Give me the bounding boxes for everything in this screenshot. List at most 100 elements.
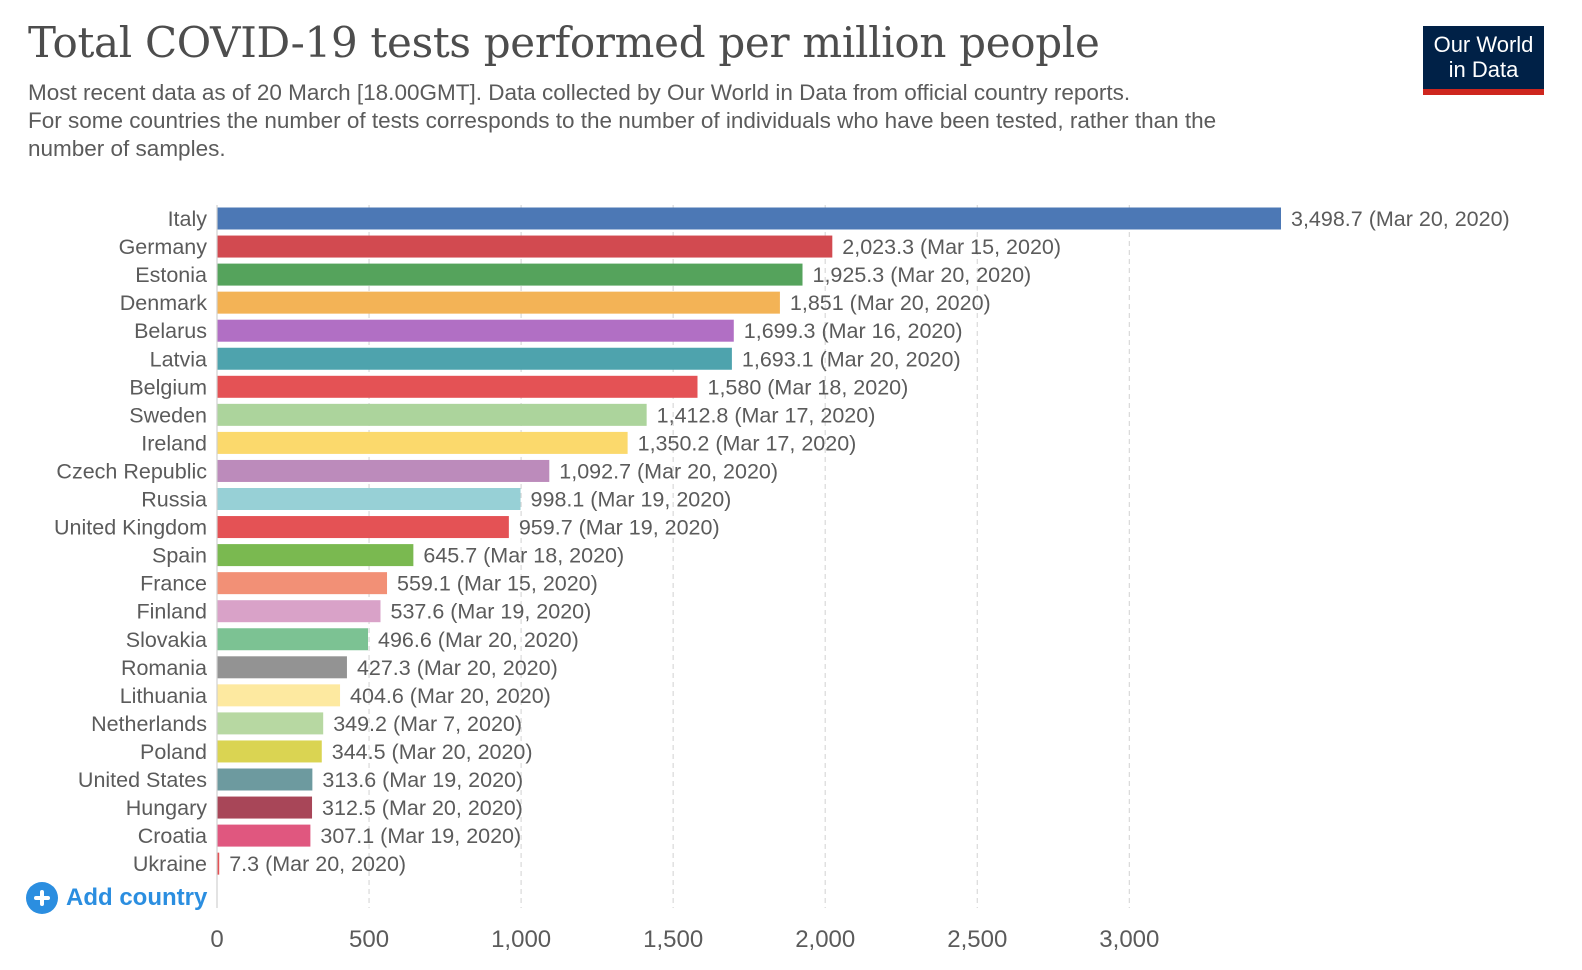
bar[interactable]: [217, 375, 698, 398]
category-label: Russia: [141, 488, 207, 512]
bar[interactable]: [217, 235, 833, 258]
value-label: 559.1 (Mar 15, 2020): [397, 572, 598, 596]
bar[interactable]: [217, 516, 509, 539]
value-label: 344.5 (Mar 20, 2020): [332, 740, 533, 764]
category-label: France: [140, 572, 207, 596]
category-label: United States: [78, 768, 207, 792]
value-label: 998.1 (Mar 19, 2020): [531, 488, 732, 512]
bar[interactable]: [217, 740, 322, 763]
x-tick-label: 500: [349, 926, 389, 953]
bar-row: Belgium 1,580 (Mar 18, 2020): [129, 375, 908, 399]
bar[interactable]: [217, 459, 550, 482]
add-country-label: Add country: [66, 884, 208, 911]
bar[interactable]: [217, 656, 347, 679]
value-label: 1,092.7 (Mar 20, 2020): [559, 459, 778, 483]
category-label: Ukraine: [133, 852, 207, 876]
bars: Italy 3,498.7 (Mar 20, 2020) Germany 2,023.…: [54, 207, 1510, 876]
bar[interactable]: [217, 263, 803, 286]
bar-row: Russia 998.1 (Mar 19, 2020): [141, 488, 731, 512]
bar-row: Ukraine 7.3 (Mar 20, 2020): [133, 852, 406, 876]
value-label: 496.6 (Mar 20, 2020): [378, 628, 579, 652]
value-label: 1,693.1 (Mar 20, 2020): [742, 347, 961, 371]
bar[interactable]: [217, 572, 388, 595]
value-label: 427.3 (Mar 20, 2020): [357, 656, 558, 680]
x-tick-label: 0: [210, 926, 223, 953]
add-country-button[interactable]: Add country: [26, 881, 207, 915]
bar[interactable]: [217, 684, 341, 707]
x-tick-label: 1,000: [491, 926, 551, 953]
x-tick-label: 3,000: [1099, 926, 1159, 953]
value-label: 1,412.8 (Mar 17, 2020): [657, 403, 876, 427]
category-label: Poland: [140, 740, 207, 764]
value-label: 1,699.3 (Mar 16, 2020): [744, 319, 963, 343]
category-label: Sweden: [129, 403, 207, 427]
bar-row: United States 313.6 (Mar 19, 2020): [78, 768, 523, 792]
category-label: Croatia: [138, 824, 207, 848]
bar[interactable]: [217, 600, 381, 623]
x-tick-label: 1,500: [643, 926, 703, 953]
bar[interactable]: [217, 403, 647, 426]
logo-line-2: in Data: [1448, 57, 1519, 82]
chart-subtitle: Most recent data as of 20 March [18.00GM…: [28, 79, 1398, 163]
x-tick-label: 2,500: [947, 926, 1007, 953]
bar[interactable]: [217, 824, 311, 847]
bar-row: Belarus 1,699.3 (Mar 16, 2020): [134, 319, 962, 343]
bar-row: Lithuania 404.6 (Mar 20, 2020): [120, 684, 551, 708]
bar[interactable]: [217, 544, 414, 567]
value-label: 313.6 (Mar 19, 2020): [322, 768, 523, 792]
category-label: Italy: [168, 207, 208, 231]
bar-row: Ireland 1,350.2 (Mar 17, 2020): [141, 431, 856, 455]
value-label: 312.5 (Mar 20, 2020): [322, 796, 523, 820]
subtitle-line: Most recent data as of 20 March [18.00GM…: [28, 80, 1131, 105]
bar[interactable]: [217, 319, 734, 342]
bar[interactable]: [217, 291, 780, 314]
category-label: Latvia: [150, 347, 207, 371]
value-label: 349.2 (Mar 7, 2020): [333, 712, 522, 736]
category-label: Spain: [152, 544, 207, 568]
bar[interactable]: [217, 488, 521, 510]
bar[interactable]: [217, 431, 628, 454]
subtitle-line: number of samples.: [28, 136, 226, 161]
plus-circle-icon: [26, 882, 58, 914]
bar[interactable]: [217, 628, 369, 651]
bar-row: Poland 344.5 (Mar 20, 2020): [140, 740, 533, 764]
category-label: Belgium: [129, 375, 207, 399]
our-world-in-data-logo[interactable]: Our World in Data: [1423, 26, 1544, 95]
bar-row: Denmark 1,851 (Mar 20, 2020): [120, 291, 991, 315]
value-label: 307.1 (Mar 19, 2020): [320, 824, 521, 848]
x-axis: 0 500 1,000 1,500 2,000 2,500 3,000: [210, 205, 1159, 953]
value-label: 7.3 (Mar 20, 2020): [229, 852, 406, 876]
category-label: Germany: [119, 235, 208, 259]
category-label: Finland: [136, 600, 207, 624]
bar-row: Slovakia 496.6 (Mar 20, 2020): [126, 628, 579, 652]
bar[interactable]: [217, 347, 732, 370]
bar-row: Estonia 1,925.3 (Mar 20, 2020): [135, 263, 1031, 287]
value-label: 1,851 (Mar 20, 2020): [790, 291, 991, 315]
value-label: 2,023.3 (Mar 15, 2020): [842, 235, 1061, 259]
category-label: Netherlands: [91, 712, 207, 736]
bar[interactable]: [217, 768, 313, 791]
category-label: Ireland: [141, 431, 207, 455]
bar-row: Croatia 307.1 (Mar 19, 2020): [138, 824, 522, 848]
bar-row: Czech Republic 1,092.7 (Mar 20, 2020): [56, 459, 778, 483]
bar-row: Latvia 1,693.1 (Mar 20, 2020): [150, 347, 961, 371]
x-tick-label: 2,000: [795, 926, 855, 953]
bar-row: Spain 645.7 (Mar 18, 2020): [152, 544, 624, 568]
category-label: Lithuania: [120, 684, 207, 708]
logo-line-1: Our World: [1433, 32, 1534, 57]
value-label: 1,580 (Mar 18, 2020): [707, 375, 908, 399]
bar-row: Finland 537.6 (Mar 19, 2020): [136, 600, 591, 624]
bar-row: Hungary 312.5 (Mar 20, 2020): [126, 796, 523, 820]
bar[interactable]: [217, 796, 313, 819]
bar[interactable]: [217, 712, 324, 735]
bar[interactable]: [217, 852, 220, 875]
bar-row: United Kingdom 959.7 (Mar 19, 2020): [54, 516, 720, 540]
bar-row: France 559.1 (Mar 15, 2020): [140, 572, 598, 596]
value-label: 3,498.7 (Mar 20, 2020): [1291, 207, 1510, 231]
bar[interactable]: [217, 207, 1281, 230]
bar-row: Italy 3,498.7 (Mar 20, 2020): [168, 207, 1510, 231]
subtitle-line: For some countries the number of tests c…: [28, 108, 1217, 133]
category-label: United Kingdom: [54, 516, 207, 540]
value-label: 1,925.3 (Mar 20, 2020): [813, 263, 1032, 287]
